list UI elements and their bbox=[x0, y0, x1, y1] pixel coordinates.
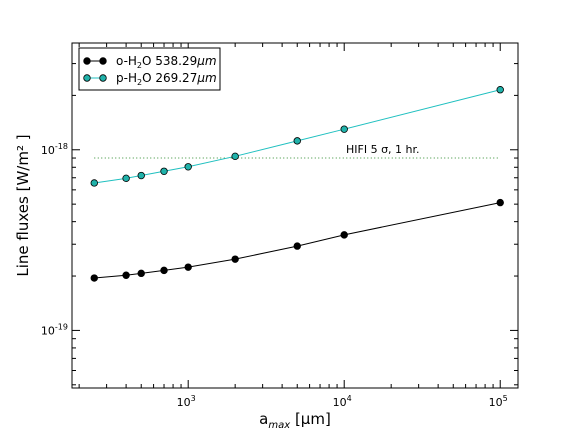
data-point bbox=[340, 125, 348, 133]
x-tick-label: 103 bbox=[177, 394, 196, 409]
legend-label: o-H2O 538.29μm bbox=[116, 54, 217, 70]
legend-marker bbox=[83, 57, 91, 65]
data-point bbox=[231, 152, 239, 161]
data-point bbox=[137, 269, 145, 278]
x-tick-label-exponent: 4 bbox=[347, 394, 352, 403]
legend-label-subscript: 2 bbox=[137, 61, 142, 70]
legend-label-subscript: 2 bbox=[137, 78, 142, 87]
legend-marker bbox=[83, 74, 91, 82]
data-point bbox=[496, 86, 504, 94]
data-point bbox=[90, 274, 98, 282]
x-tick-label: 105 bbox=[489, 394, 508, 409]
y-tick-label-base: 10 bbox=[41, 324, 55, 337]
x-tick-label-base: 10 bbox=[489, 396, 503, 409]
y-tick-label-base: 10 bbox=[41, 144, 55, 157]
x-tick-label-base: 10 bbox=[177, 396, 191, 409]
y-tick-label: 10-19 bbox=[41, 322, 68, 337]
legend-label: p-H2O 269.27μm bbox=[116, 71, 217, 87]
axis-titles: amax [μm] Line fluxes [W/m² ] bbox=[14, 134, 331, 431]
data-point bbox=[293, 137, 301, 145]
x-axis-title-unit: [μm] bbox=[290, 410, 331, 428]
legend-label-prefix: p-H bbox=[116, 71, 137, 85]
plot-frame bbox=[71, 42, 519, 389]
y-axis-title: Line fluxes [W/m² ] bbox=[14, 134, 32, 276]
x-axis-title: amax [μm] bbox=[259, 410, 331, 431]
plot-area: HIFI 5 σ, 1 hr. bbox=[90, 86, 504, 282]
x-axis: 103 104 105 bbox=[78, 43, 508, 409]
legend-label-prefix: o-H bbox=[116, 54, 137, 68]
data-point bbox=[137, 171, 145, 180]
x-axis-title-base: a bbox=[259, 410, 268, 428]
x-tick-label-exponent: 3 bbox=[191, 394, 196, 403]
legend-label-unit: μm bbox=[196, 71, 216, 85]
legend-box bbox=[78, 47, 221, 91]
legend-marker bbox=[99, 74, 107, 82]
data-point bbox=[122, 271, 130, 279]
y-tick-label-exponent: -19 bbox=[55, 322, 68, 331]
data-point bbox=[231, 255, 239, 263]
legend-item-1: o-H2O 538.29μm bbox=[83, 54, 217, 70]
data-point bbox=[293, 242, 301, 250]
data-point bbox=[160, 167, 168, 176]
legend-marker bbox=[99, 57, 107, 65]
data-point bbox=[184, 163, 192, 171]
y-tick-label-exponent: -18 bbox=[55, 142, 68, 151]
legend-label-value: O 269.27 bbox=[142, 71, 197, 85]
y-tick-label: 10-18 bbox=[41, 142, 68, 157]
legend-label-value: O 538.29 bbox=[142, 54, 197, 68]
legend-label-unit: μm bbox=[196, 54, 216, 68]
x-tick-label-exponent: 5 bbox=[503, 394, 508, 403]
data-point bbox=[160, 266, 168, 275]
data-point bbox=[122, 174, 130, 183]
data-point bbox=[340, 231, 348, 239]
data-point bbox=[184, 263, 192, 271]
data-point bbox=[90, 179, 98, 187]
x-tick-label-base: 10 bbox=[333, 396, 347, 409]
series-1 bbox=[90, 198, 504, 282]
x-axis-title-subscript: max bbox=[268, 420, 290, 431]
x-tick-label: 104 bbox=[333, 394, 352, 409]
data-point bbox=[496, 198, 504, 207]
detection-limit-label: HIFI 5 σ, 1 hr. bbox=[346, 143, 420, 156]
legend-item-2: p-H2O 269.27μm bbox=[83, 71, 217, 87]
series-2 bbox=[90, 86, 504, 187]
